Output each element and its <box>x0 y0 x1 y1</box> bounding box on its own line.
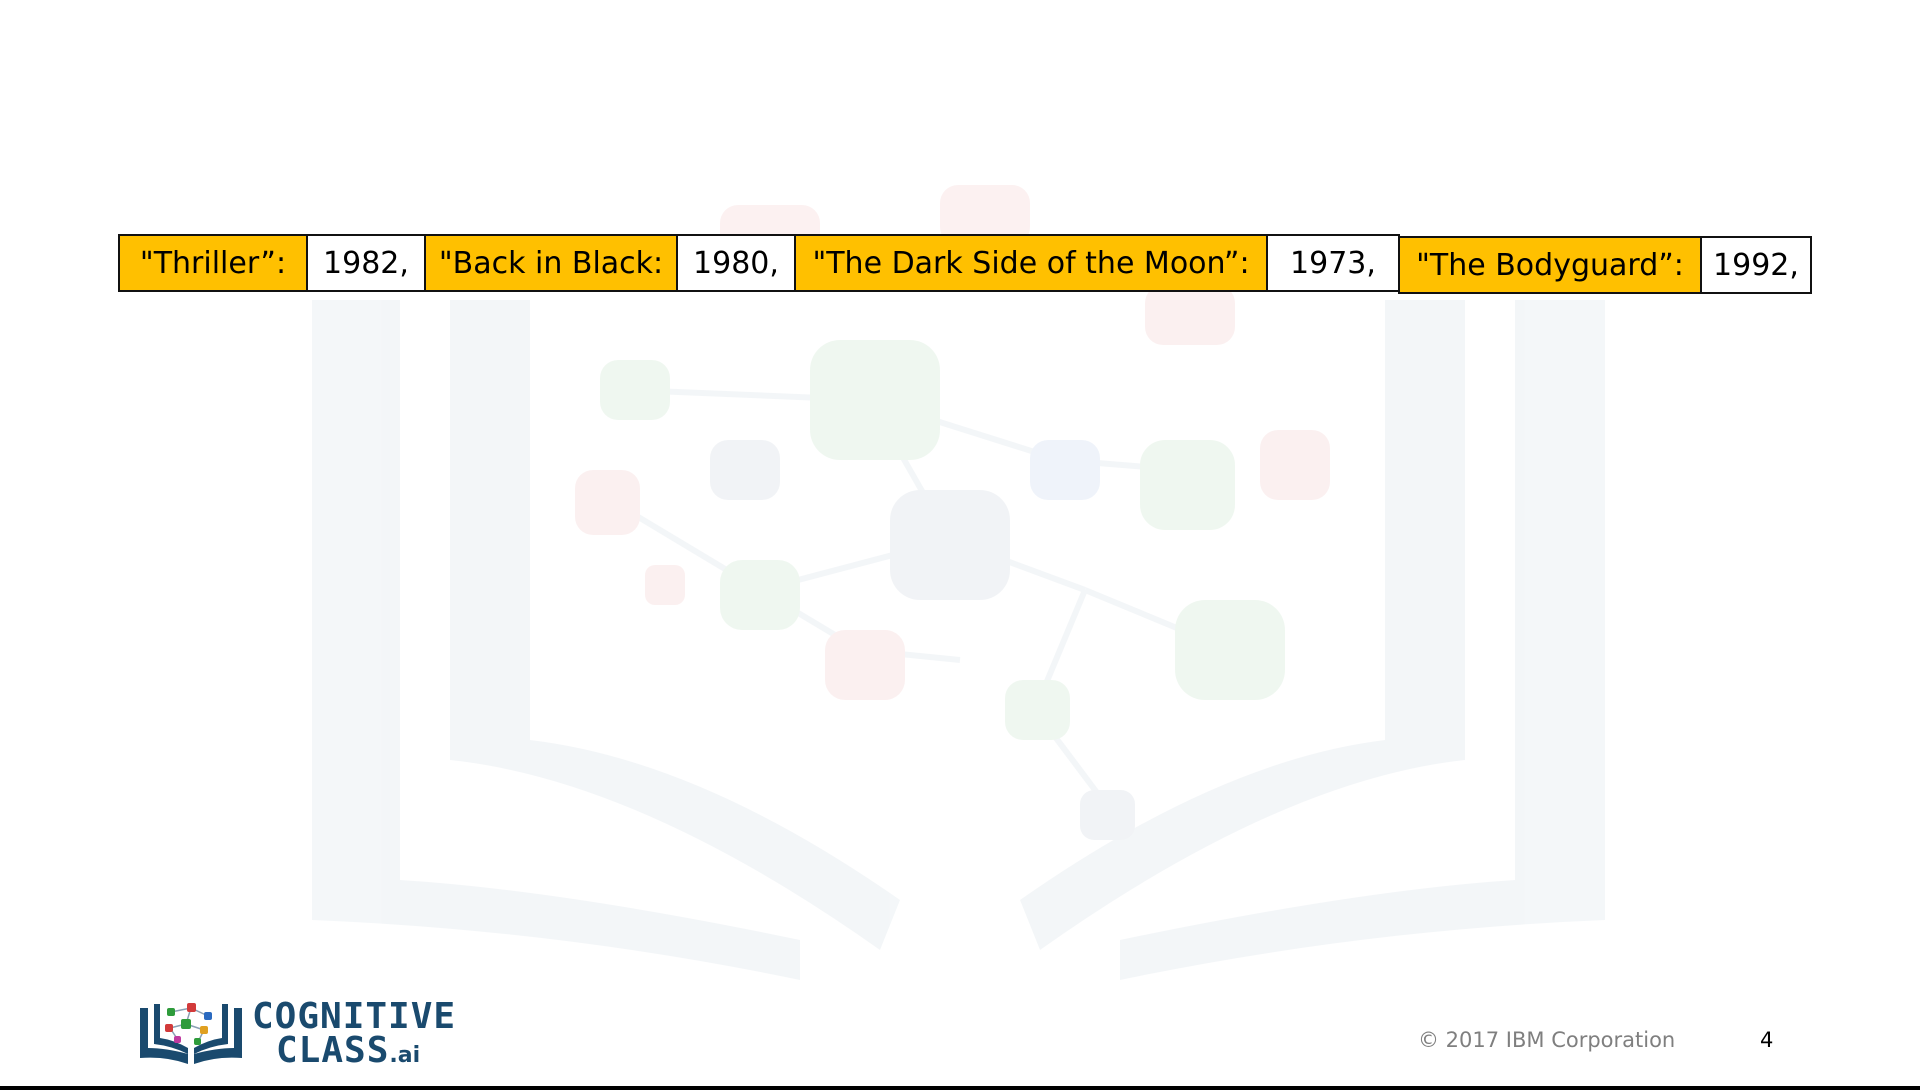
dict-key-dark-side-of-the-moon: "The Dark Side of the Moon”: <box>794 234 1268 292</box>
dict-key-the-bodyguard: "The Bodyguard”: <box>1398 236 1702 294</box>
logo-text-cognitive: COGNITIVE <box>252 996 457 1037</box>
logo-class-word: CLASS <box>276 1030 390 1071</box>
dict-value-back-in-black: 1980, <box>676 234 796 292</box>
dict-value-thriller: 1982, <box>306 234 426 292</box>
bottom-border <box>0 1086 1920 1090</box>
dict-value-the-bodyguard: 1992, <box>1700 236 1812 294</box>
slide-number: 4 <box>1760 1028 1774 1052</box>
logo-text-class: CLASS.ai <box>276 1030 420 1071</box>
copyright-text: © 2017 IBM Corporation <box>1418 1028 1676 1052</box>
dict-key-back-in-black: "Back in Black: <box>424 234 678 292</box>
logo-ai-suffix: .ai <box>389 1043 421 1068</box>
dict-value-dark-side-of-the-moon: 1973, <box>1266 234 1400 292</box>
open-book-network-icon <box>140 1003 242 1064</box>
cognitive-class-logo: COGNITIVE CLASS.ai <box>136 994 455 1071</box>
dict-key-thriller: "Thriller”: <box>118 234 308 292</box>
